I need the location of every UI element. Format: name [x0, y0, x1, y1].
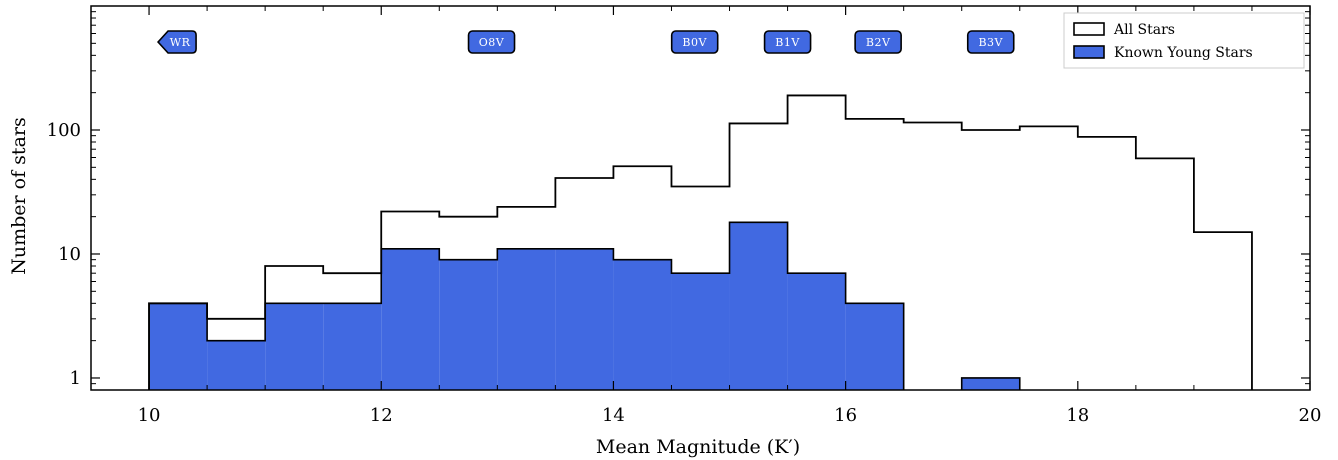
legend: All Stars Known Young Stars	[1063, 12, 1305, 69]
tag-shape	[156, 30, 197, 54]
young-bar	[671, 273, 730, 390]
tag-label: WR	[170, 36, 191, 49]
young-bar	[149, 303, 208, 390]
x-tick-label: 14	[602, 405, 625, 426]
tag-shape	[763, 30, 812, 54]
young-bar	[729, 222, 788, 390]
x-axis-label: Mean Magnitude (K′)	[596, 436, 800, 458]
young-bar	[497, 248, 556, 390]
x-tick-label: 20	[1299, 405, 1322, 426]
x-tick-label: 18	[1066, 405, 1089, 426]
all-stars-outline	[148, 94, 1253, 390]
legend-swatch-all-stars	[1073, 22, 1105, 36]
tag-shape	[966, 30, 1015, 54]
legend-swatch-known-young-stars	[1073, 45, 1105, 59]
tag-label: B3V	[978, 36, 1003, 49]
spectral-tag: B0V	[670, 30, 719, 54]
young-bar	[555, 248, 614, 390]
y-tick-label: 10	[58, 244, 81, 265]
legend-label-all-stars: All Stars	[1113, 22, 1175, 38]
tag-label: B2V	[866, 36, 891, 49]
young-bar	[961, 377, 1020, 390]
young-bar	[381, 248, 440, 390]
y-tick-label: 1	[70, 368, 81, 389]
tag-shape	[467, 30, 516, 54]
spectral-tag: WR	[156, 30, 197, 54]
young-bar	[207, 340, 266, 390]
young-bar	[787, 273, 846, 390]
young-bar	[323, 303, 382, 390]
spectral-tag: O8V	[467, 30, 516, 54]
x-tick-label: 12	[370, 405, 393, 426]
tag-shape	[854, 30, 902, 54]
all-stars-step	[148, 94, 1253, 390]
plot-frame	[90, 5, 1311, 391]
legend-label-known-young-stars: Known Young Stars	[1114, 45, 1253, 61]
x-tick-labels: 10 12 14 16 18 20	[138, 405, 1322, 426]
tag-label: B1V	[775, 36, 800, 49]
tag-shape	[670, 30, 719, 54]
young-bar	[613, 259, 672, 390]
spectral-type-markers: WR O8V B0V B1V B2V B3V	[156, 30, 1015, 54]
spectral-tag: B2V	[854, 30, 902, 54]
y-tick-labels: 1 10 100	[47, 120, 81, 389]
young-bar	[439, 259, 498, 390]
spectral-tag: B3V	[966, 30, 1015, 54]
x-tick-label: 10	[138, 405, 161, 426]
x-tick-label: 16	[834, 405, 857, 426]
legend-box	[1063, 12, 1305, 69]
known-young-stars-bars	[148, 221, 1021, 390]
spectral-tag: B1V	[763, 30, 812, 54]
young-outline	[148, 221, 1021, 390]
tag-label: O8V	[479, 36, 505, 49]
young-bar	[845, 303, 904, 390]
tag-label: B0V	[682, 36, 707, 49]
young-bar	[265, 303, 324, 390]
y-tick-label: 100	[47, 120, 81, 141]
y-axis-label: Number of stars	[8, 117, 30, 274]
